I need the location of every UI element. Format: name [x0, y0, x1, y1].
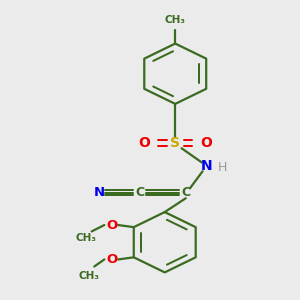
Text: H: H — [218, 161, 227, 174]
Text: CH₃: CH₃ — [165, 15, 186, 25]
Text: N: N — [94, 186, 105, 199]
Text: O: O — [106, 218, 118, 232]
Text: CH₃: CH₃ — [75, 233, 96, 243]
Text: O: O — [200, 136, 212, 150]
Text: C: C — [181, 186, 190, 199]
Text: N: N — [201, 159, 213, 173]
Text: O: O — [138, 136, 150, 150]
Text: S: S — [170, 136, 180, 150]
Text: O: O — [106, 253, 118, 266]
Text: CH₃: CH₃ — [78, 271, 99, 281]
Text: C: C — [135, 186, 144, 199]
